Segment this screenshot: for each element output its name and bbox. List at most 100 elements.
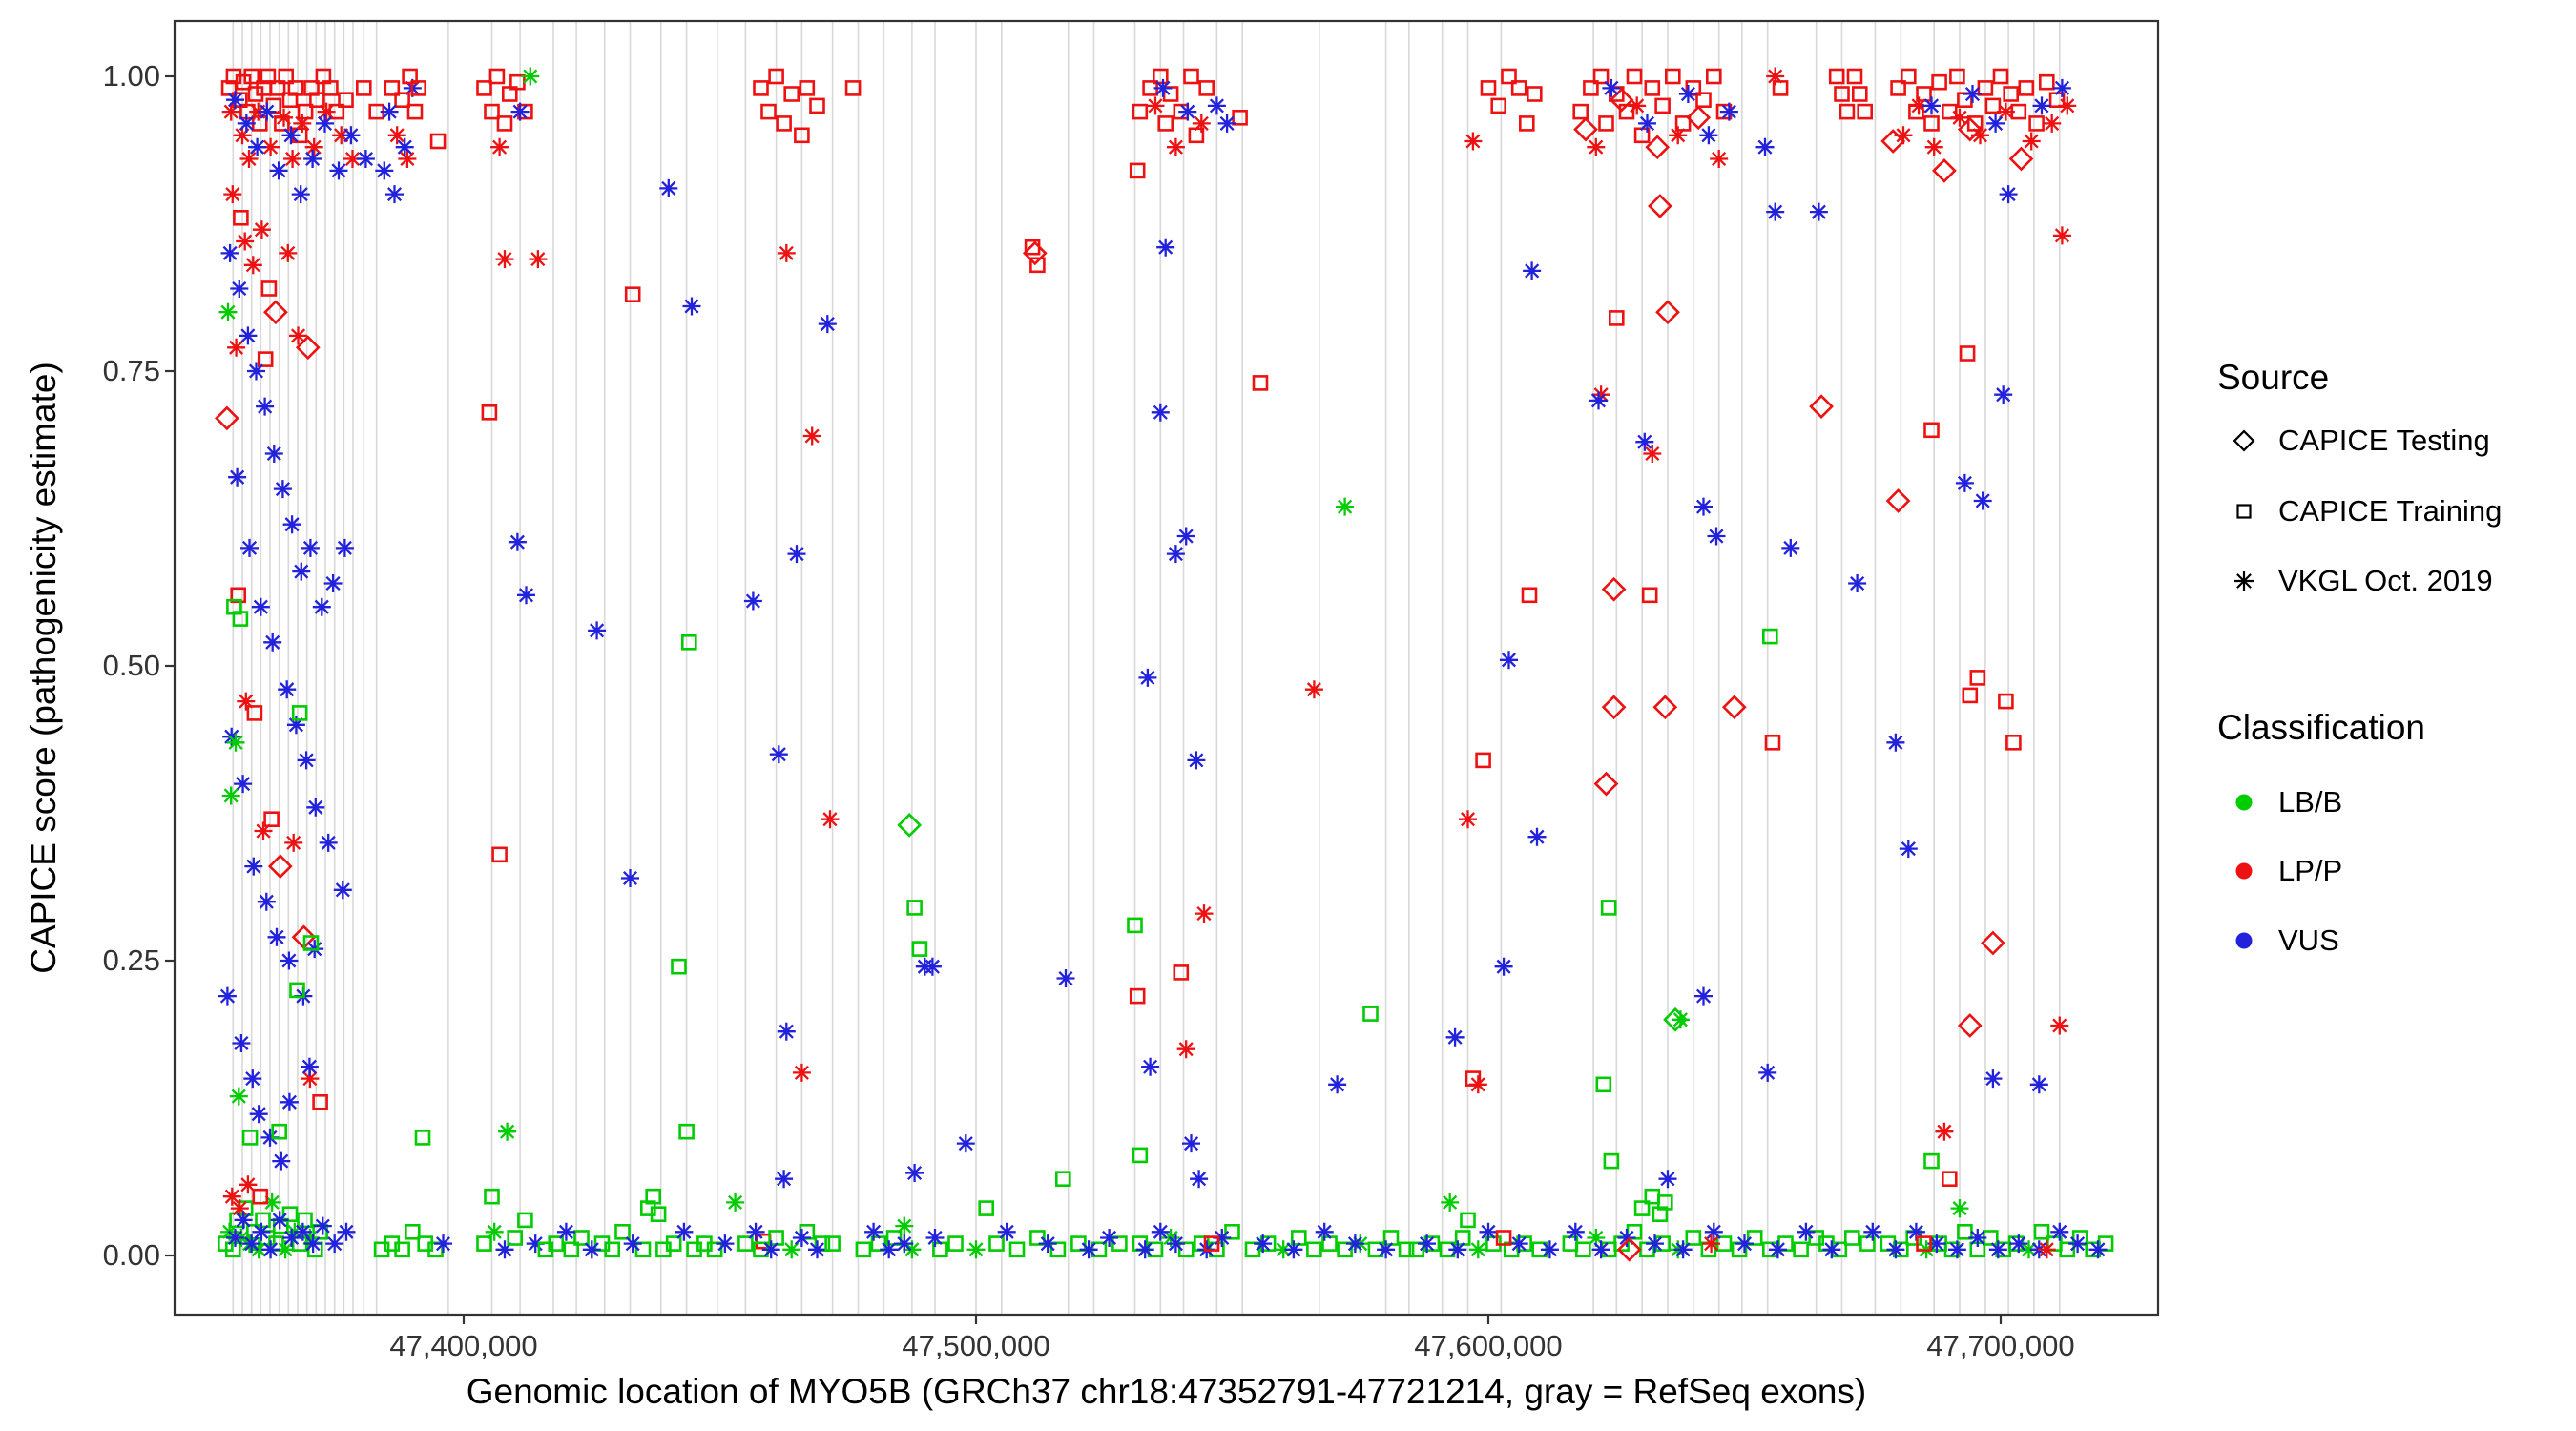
legend-item-vkgl: VKGL Oct. 2019: [2223, 558, 2493, 604]
data-point-asterisk: [1935, 1122, 1954, 1141]
data-point-square: [406, 103, 424, 120]
data-point-asterisk: [1950, 108, 1969, 127]
data-point-square: [1984, 97, 2002, 114]
data-point-asterisk: [895, 1234, 914, 1254]
data-point-asterisk: [1694, 986, 1713, 1006]
data-point-square: [1772, 80, 1789, 96]
data-point-asterisk: [495, 1240, 514, 1259]
data-point-asterisk: [387, 126, 406, 145]
legend-item-vus: VUS: [2223, 918, 2339, 964]
data-point-asterisk: [1628, 96, 1647, 115]
data-point-asterisk: [1176, 1040, 1195, 1059]
data-point-square: [1306, 1241, 1322, 1258]
data-point-asterisk: [229, 1087, 248, 1106]
data-point-square: [260, 280, 278, 297]
data-point-asterisk: [1336, 497, 1355, 516]
legend-item-label: LB/B: [2278, 785, 2343, 819]
data-point-asterisk: [301, 538, 320, 557]
data-point-asterisk: [517, 586, 535, 605]
data-point-asterisk: [337, 1222, 356, 1241]
data-point-square: [429, 133, 447, 150]
data-point-asterisk: [1153, 78, 1173, 97]
data-point-square: [1490, 97, 1506, 114]
data-point-asterisk: [1213, 1229, 1232, 1247]
data-point-asterisk: [1464, 132, 1483, 151]
data-point-asterisk: [1755, 137, 1775, 156]
data-point-square: [1942, 1171, 1958, 1187]
data-point-asterisk: [582, 1240, 601, 1259]
data-point-asterisk: [278, 680, 297, 699]
data-point-asterisk: [269, 161, 288, 180]
data-point-square: [911, 941, 928, 957]
data-point-asterisk: [1638, 114, 1656, 133]
data-point-square: [753, 80, 769, 96]
data-point-asterisk: [237, 692, 256, 711]
data-point-asterisk: [1863, 1222, 1882, 1241]
data-point-asterisk: [1448, 1240, 1467, 1259]
data-point-asterisk: [1894, 126, 1913, 145]
data-point-asterisk: [1963, 85, 1982, 103]
data-point-diamond: [2008, 146, 2034, 172]
data-point-asterisk: [316, 114, 334, 133]
data-point-asterisk: [1207, 96, 1226, 115]
data-point-asterisk: [2022, 132, 2041, 151]
data-point-square: [1153, 68, 1169, 85]
data-point-asterisk: [1195, 904, 1214, 923]
data-point-square: [1762, 628, 1778, 645]
data-point-square: [404, 1224, 421, 1240]
data-point-asterisk: [248, 137, 267, 156]
x-axis-tick-label: 47,400,000: [389, 1329, 538, 1362]
data-point-asterisk: [1899, 840, 1918, 859]
data-point-asterisk: [221, 102, 240, 121]
data-point-square: [1519, 115, 1535, 132]
data-point-asterisk: [2032, 96, 2051, 115]
data-point-square: [312, 1094, 328, 1110]
data-point-asterisk: [1988, 1240, 2007, 1259]
data-point-asterisk: [1710, 150, 1729, 168]
data-point-square: [548, 1235, 565, 1252]
data-point-asterisk: [301, 1069, 320, 1089]
data-point-asterisk: [1635, 432, 1654, 451]
data-point-diamond: [1885, 488, 1911, 513]
data-point-square: [1127, 917, 1143, 934]
data-point-diamond: [1932, 158, 1957, 183]
data-point-asterisk: [303, 150, 322, 168]
data-point-asterisk: [1591, 1240, 1610, 1259]
data-point-square: [1029, 1230, 1046, 1246]
data-point-asterisk: [243, 1069, 262, 1089]
data-point-asterisk: [239, 326, 258, 345]
data-point-square: [1173, 964, 1190, 981]
data-point-square: [1969, 670, 1986, 686]
data-point-square: [1901, 68, 1917, 85]
data-point-asterisk: [556, 1222, 575, 1241]
data-point-square: [1764, 734, 1781, 751]
data-point-square: [1626, 1224, 1643, 1240]
data-point-diamond: [1601, 576, 1627, 602]
data-point-asterisk: [234, 1211, 253, 1230]
data-point-square: [1695, 92, 1712, 108]
data-point-asterisk: [864, 1222, 883, 1241]
y-axis-tick-label: 0.25: [102, 944, 160, 977]
data-point-square: [1592, 68, 1610, 85]
data-point-asterisk: [1328, 1075, 1347, 1094]
data-point-asterisk: [1166, 1234, 1185, 1254]
data-point-asterisk: [1673, 1240, 1693, 1259]
data-point-asterisk: [284, 833, 303, 852]
data-point-square: [614, 1224, 631, 1240]
legend-item-capice-training: CAPICE Training: [2223, 488, 2502, 534]
data-point-asterisk: [1848, 574, 1867, 592]
data-point-diamond: [1957, 1013, 1983, 1038]
data-point-diamond: [1880, 129, 1906, 154]
data-point-square: [1923, 422, 1940, 439]
data-point-asterisk: [264, 445, 283, 463]
data-point-asterisk: [395, 137, 414, 156]
data-point-square: [1746, 1230, 1763, 1246]
data-point-square: [481, 404, 498, 421]
data-point-square: [1992, 68, 2009, 85]
data-point-asterisk: [2029, 1075, 2048, 1094]
data-point-diamond: [897, 813, 923, 838]
data-point-square: [634, 1241, 652, 1258]
y-axis-tick-label: 0.75: [102, 354, 160, 387]
data-point-asterisk: [313, 1216, 332, 1235]
data-point-square: [1495, 1230, 1512, 1246]
